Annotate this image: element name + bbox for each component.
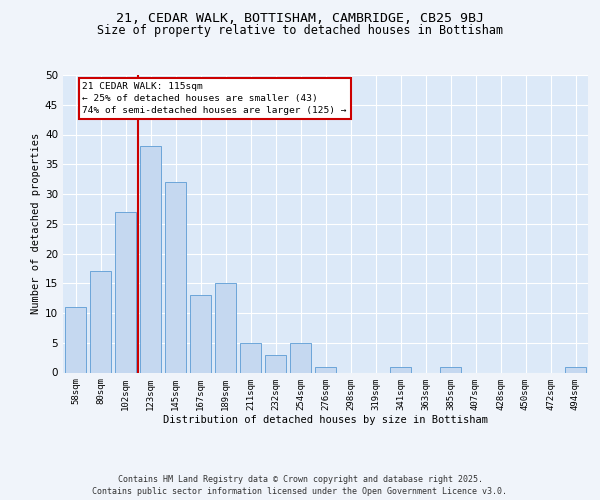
Bar	[140, 146, 161, 372]
Text: Contains HM Land Registry data © Crown copyright and database right 2025.
Contai: Contains HM Land Registry data © Crown c…	[92, 475, 508, 496]
Bar	[565, 366, 586, 372]
Bar	[265, 354, 286, 372]
Bar	[440, 366, 461, 372]
Text: 21 CEDAR WALK: 115sqm
← 25% of detached houses are smaller (43)
74% of semi-deta: 21 CEDAR WALK: 115sqm ← 25% of detached …	[83, 82, 347, 114]
Bar	[215, 283, 236, 372]
Bar	[240, 343, 261, 372]
Bar	[65, 307, 86, 372]
X-axis label: Distribution of detached houses by size in Bottisham: Distribution of detached houses by size …	[163, 415, 488, 425]
Bar	[290, 343, 311, 372]
Text: 21, CEDAR WALK, BOTTISHAM, CAMBRIDGE, CB25 9BJ: 21, CEDAR WALK, BOTTISHAM, CAMBRIDGE, CB…	[116, 12, 484, 26]
Y-axis label: Number of detached properties: Number of detached properties	[31, 133, 41, 314]
Bar	[390, 366, 411, 372]
Bar	[190, 295, 211, 372]
Bar	[90, 272, 111, 372]
Bar	[115, 212, 136, 372]
Bar	[315, 366, 336, 372]
Text: Size of property relative to detached houses in Bottisham: Size of property relative to detached ho…	[97, 24, 503, 37]
Bar	[165, 182, 186, 372]
